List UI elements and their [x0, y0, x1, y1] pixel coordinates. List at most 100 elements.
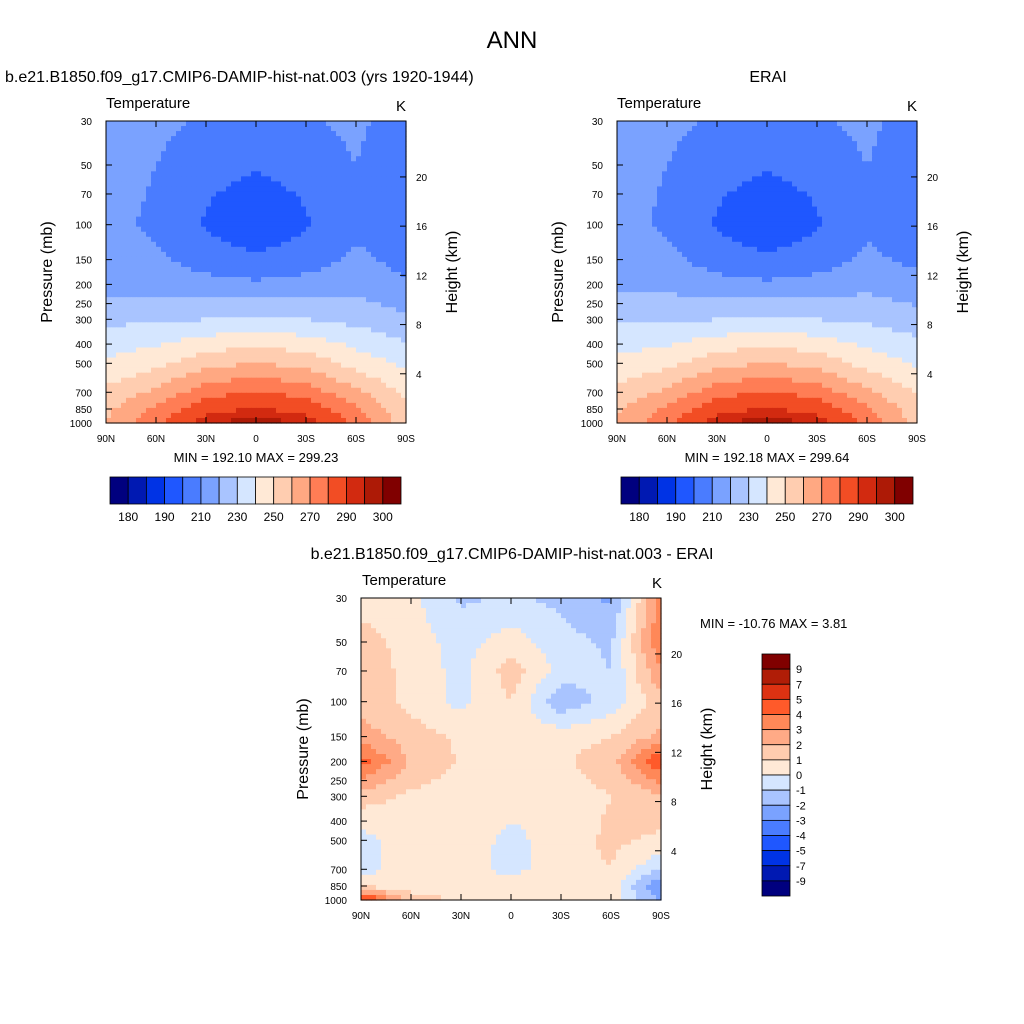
contour-cell	[256, 362, 262, 369]
contour-cell	[256, 302, 262, 308]
contour-cell	[256, 372, 262, 379]
contour-cell	[136, 191, 142, 198]
contour-cell	[246, 141, 252, 147]
contour-cell	[326, 282, 332, 288]
contour-cell	[647, 166, 653, 172]
contour-cell	[166, 161, 172, 167]
contour-cell	[822, 186, 828, 193]
contour-cell	[336, 196, 342, 203]
contour-cell	[246, 171, 252, 177]
contour-cell	[331, 272, 337, 278]
contour-cell	[396, 367, 402, 374]
contour-cell	[757, 166, 763, 172]
contour-cell	[171, 377, 177, 384]
contour-cell	[156, 272, 162, 278]
contour-cell	[897, 126, 903, 132]
contour-cell	[391, 377, 397, 384]
contour-cell	[401, 236, 407, 243]
contour-cell	[326, 417, 332, 424]
contour-cell	[301, 211, 307, 218]
contour-cell	[206, 256, 212, 263]
contour-cell	[797, 156, 803, 162]
contour-cell	[622, 196, 628, 203]
contour-cell	[171, 151, 177, 157]
contour-cell	[341, 171, 347, 177]
contour-cell	[401, 382, 407, 389]
contour-cell	[832, 201, 838, 208]
contour-cell	[401, 372, 407, 379]
contour-cell	[286, 166, 292, 172]
contour-cell	[281, 221, 287, 228]
contour-cell	[697, 136, 703, 142]
contour-cell	[912, 186, 918, 193]
contour-cell	[241, 317, 247, 323]
contour-cell	[226, 282, 232, 288]
contour-cell	[186, 246, 192, 253]
contour-cell	[877, 191, 883, 198]
contour-cell	[241, 297, 247, 303]
contour-cell	[241, 417, 247, 424]
contour-cell	[126, 402, 132, 409]
contour-cell	[116, 216, 122, 223]
contour-cell	[306, 357, 312, 364]
contour-cell	[206, 392, 212, 399]
contour-cell	[186, 297, 192, 303]
contour-cell	[331, 126, 337, 132]
contour-cell	[291, 272, 297, 278]
contour-cell	[316, 332, 322, 339]
contour-cell	[126, 307, 132, 313]
contour-cell	[381, 317, 387, 323]
contour-cell	[376, 141, 382, 147]
contour-cell	[191, 121, 197, 127]
contour-cell	[712, 216, 718, 223]
contour-cell	[356, 136, 362, 142]
contour-cell	[341, 136, 347, 142]
contour-cell	[121, 317, 127, 323]
contour-cell	[767, 131, 773, 137]
contour-cell	[817, 196, 823, 203]
contour-cell	[356, 297, 362, 303]
contour-cell	[171, 166, 177, 172]
contour-cell	[256, 236, 262, 243]
contour-cell	[727, 141, 733, 147]
contour-cell	[627, 131, 633, 137]
contour-cell	[181, 372, 187, 379]
contour-cell	[401, 292, 407, 298]
contour-cell	[882, 141, 888, 147]
contour-cell	[121, 176, 127, 182]
contour-cell	[131, 367, 137, 374]
contour-cell	[351, 206, 357, 213]
contour-cell	[126, 397, 132, 404]
contour-cell	[692, 196, 698, 203]
contour-cell	[757, 121, 763, 127]
contour-cell	[151, 397, 157, 404]
contour-cell	[366, 261, 372, 268]
contour-cell	[131, 186, 137, 193]
contour-cell	[391, 417, 397, 424]
contour-cell	[396, 277, 402, 283]
contour-cell	[386, 201, 392, 208]
contour-cell	[181, 307, 187, 313]
contour-cell	[271, 221, 277, 228]
contour-cell	[356, 292, 362, 298]
contour-cell	[211, 201, 217, 208]
contour-cell	[316, 201, 322, 208]
contour-cell	[867, 206, 873, 213]
contour-cell	[271, 387, 277, 394]
contour-cell	[116, 367, 122, 374]
contour-cell	[176, 146, 182, 152]
contour-cell	[196, 131, 202, 137]
contour-cell	[632, 171, 638, 177]
contour-cell	[757, 156, 763, 162]
contour-cell	[872, 121, 878, 127]
contour-cell	[186, 166, 192, 172]
contour-cell	[291, 417, 297, 424]
contour-cell	[261, 126, 267, 132]
contour-cell	[166, 266, 172, 273]
contour-cell	[211, 131, 217, 137]
contour-cell	[261, 256, 267, 263]
contour-cell	[346, 136, 352, 142]
contour-cell	[902, 136, 908, 142]
contour-cell	[361, 292, 367, 298]
contour-cell	[822, 191, 828, 198]
